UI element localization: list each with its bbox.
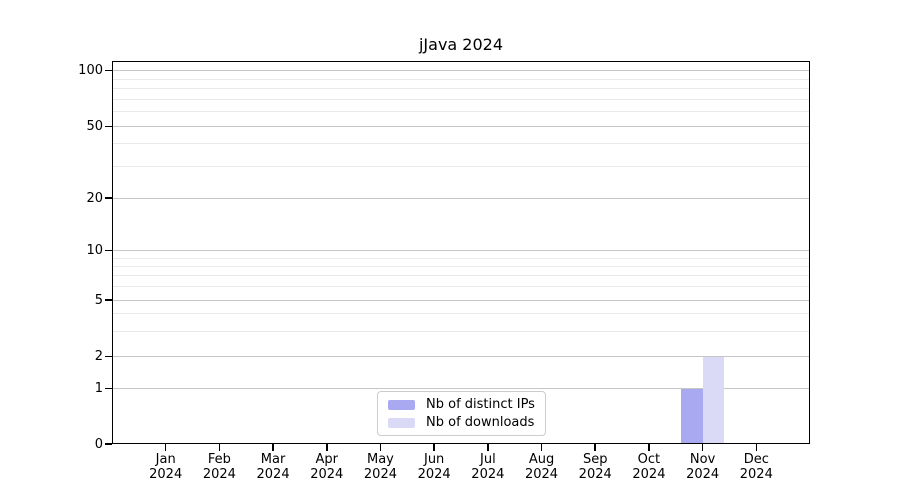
y-tick [105, 443, 112, 445]
legend-swatch-distinct-ips [388, 399, 415, 410]
x-tick [487, 444, 489, 451]
gridline-major [112, 356, 810, 357]
x-tick [701, 444, 704, 451]
y-tick [105, 69, 112, 72]
x-tick-label: Dec 2024 [739, 452, 773, 482]
gridline-minor [112, 265, 810, 267]
gridline-major [112, 388, 810, 389]
gridline-minor [112, 286, 810, 288]
x-tick-label: Aug 2024 [524, 452, 559, 482]
y-tick-label: 5 [94, 292, 103, 308]
x-tick [379, 444, 382, 451]
legend-swatch-downloads [388, 417, 415, 428]
x-tick [164, 444, 167, 451]
legend-item-distinct-ips: Nb of distinct IPs [388, 397, 535, 412]
x-tick-label: Apr 2024 [310, 452, 344, 482]
bar-downloads [702, 356, 725, 444]
x-tick-label: Jan 2024 [149, 452, 183, 482]
y-tick-label: 50 [86, 119, 103, 134]
x-tick [594, 444, 596, 451]
x-tick-label: Sep 2024 [578, 452, 612, 482]
y-tick [105, 355, 112, 358]
y-tick-label: 1 [94, 381, 103, 396]
x-tick-label: Jul 2024 [471, 452, 505, 482]
y-tick-label: 100 [78, 63, 103, 78]
x-tick [272, 444, 274, 451]
gridline-major [112, 299, 810, 301]
y-tick-label: 10 [86, 243, 103, 258]
y-tick [105, 197, 112, 199]
gridline-minor [112, 165, 810, 167]
gridline-minor [112, 313, 810, 315]
x-tick [648, 444, 650, 451]
gridline-major [112, 250, 810, 251]
gridline-major [112, 126, 810, 127]
gridline-major [112, 70, 810, 71]
x-tick-label: May 2024 [363, 452, 397, 482]
legend: Nb of distinct IPs Nb of downloads [377, 391, 546, 436]
gridline-minor [112, 98, 810, 100]
gridline-minor [112, 275, 810, 277]
y-tick-label: 2 [94, 349, 103, 364]
y-tick [105, 299, 112, 301]
gridline-minor [112, 88, 810, 90]
x-tick-label: Mar 2024 [256, 452, 290, 482]
x-tick-label: Nov 2024 [686, 452, 720, 482]
x-tick [540, 444, 543, 451]
gridline-minor [112, 78, 810, 80]
gridline-minor [112, 111, 810, 113]
gridline-major [112, 197, 810, 199]
plot-area: 0 1 2 5 10 20 50 100 Jan 2024 Feb 2024 Mar 2024 Apr 202… [78, 61, 810, 482]
x-tick [433, 444, 435, 451]
x-tick-label: Jun 2024 [417, 452, 451, 482]
x-tick-label: Oct 2024 [632, 452, 666, 482]
y-tick [105, 249, 112, 252]
gridline-minor [112, 257, 810, 259]
chart-title: jJava 2024 [418, 35, 504, 54]
gridline-minor [112, 143, 810, 145]
y-tick [105, 125, 112, 128]
y-tick [105, 387, 112, 390]
x-tick-label: Feb 2024 [202, 452, 236, 482]
bar-distinct-ips [681, 388, 703, 444]
legend-label-distinct-ips: Nb of distinct IPs [426, 397, 535, 412]
gridline-minor [112, 330, 810, 332]
y-tick-label: 20 [86, 190, 103, 206]
legend-label-downloads: Nb of downloads [426, 415, 535, 430]
x-tick [326, 444, 328, 451]
x-tick [218, 444, 221, 451]
x-tick [755, 444, 758, 451]
legend-item-downloads: Nb of downloads [388, 415, 535, 430]
y-tick-label: 0 [94, 436, 103, 452]
